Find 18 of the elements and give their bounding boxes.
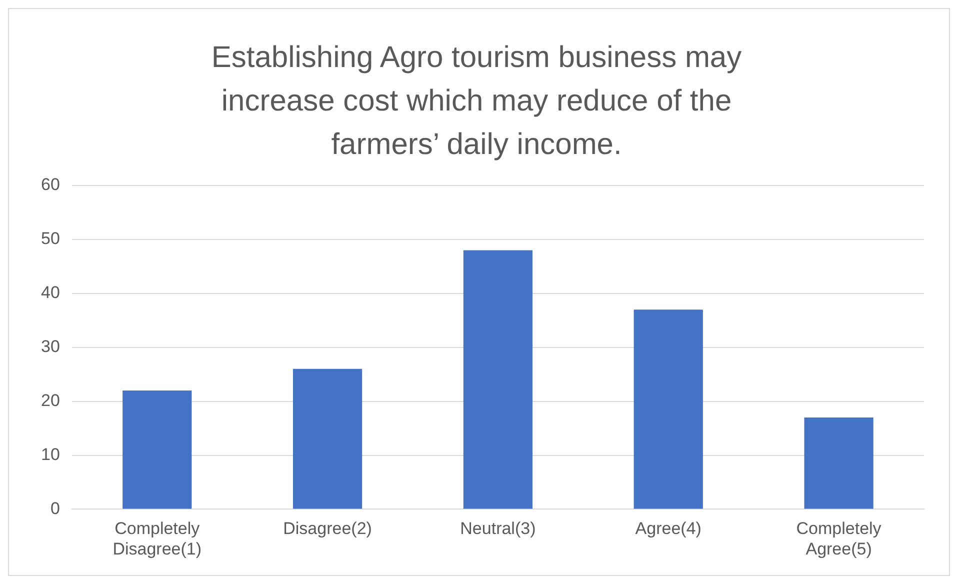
y-tick-label: 10 [40,444,60,464]
x-tick-label: Neutral(3) [460,519,536,538]
y-tick-label: 30 [40,337,60,356]
y-tick-label: 0 [50,498,60,518]
x-tick-label: Disagree(2) [283,519,372,538]
bar [634,310,703,509]
x-tick-label: Completely Disagree(1) [112,519,202,558]
x-tick-label: Completely Agree(5) [796,519,882,558]
bar [292,368,362,509]
y-tick-label: 60 [40,175,60,194]
bar [804,417,874,509]
y-tick-label: 50 [40,229,60,248]
bar [122,390,192,509]
bar [463,250,533,509]
chart-title: Establishing Agro tourism business may increase cost which may reduce of the farmers’ daily income. [211,41,742,162]
y-tick-label: 20 [40,390,60,410]
y-tick-label: 40 [40,283,60,302]
x-tick-label: Agree(4) [635,519,702,538]
